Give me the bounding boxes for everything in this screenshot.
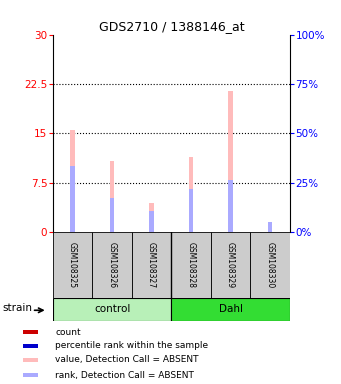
Text: GSM108328: GSM108328 — [187, 242, 196, 288]
Bar — [228, 180, 233, 232]
Bar — [132, 232, 171, 298]
Bar — [171, 298, 290, 321]
Text: GSM108325: GSM108325 — [68, 242, 77, 288]
Bar — [53, 232, 92, 298]
Bar — [189, 157, 193, 232]
Text: control: control — [94, 304, 130, 314]
Text: count: count — [55, 328, 81, 336]
Bar — [211, 232, 250, 298]
Text: percentile rank within the sample: percentile rank within the sample — [55, 341, 208, 351]
Bar — [70, 166, 75, 232]
Text: Dahl: Dahl — [219, 304, 242, 314]
Text: value, Detection Call = ABSENT: value, Detection Call = ABSENT — [55, 356, 198, 364]
Bar — [53, 298, 171, 321]
Bar — [171, 232, 211, 298]
Bar — [24, 358, 38, 362]
Bar — [110, 198, 115, 232]
Bar — [250, 232, 290, 298]
Text: strain: strain — [3, 303, 33, 313]
Bar — [149, 211, 154, 232]
Bar — [92, 232, 132, 298]
Title: GDS2710 / 1388146_at: GDS2710 / 1388146_at — [99, 20, 244, 33]
Bar — [70, 130, 75, 232]
Bar — [268, 222, 272, 232]
Text: GSM108326: GSM108326 — [108, 242, 117, 288]
Bar — [24, 344, 38, 348]
Text: GSM108329: GSM108329 — [226, 242, 235, 288]
Text: GSM108330: GSM108330 — [266, 242, 275, 288]
Bar — [24, 330, 38, 334]
Bar — [110, 161, 115, 232]
Bar — [24, 373, 38, 377]
Bar — [228, 91, 233, 232]
Text: GSM108327: GSM108327 — [147, 242, 156, 288]
Text: rank, Detection Call = ABSENT: rank, Detection Call = ABSENT — [55, 371, 194, 380]
Bar — [189, 189, 193, 232]
Bar — [149, 203, 154, 232]
